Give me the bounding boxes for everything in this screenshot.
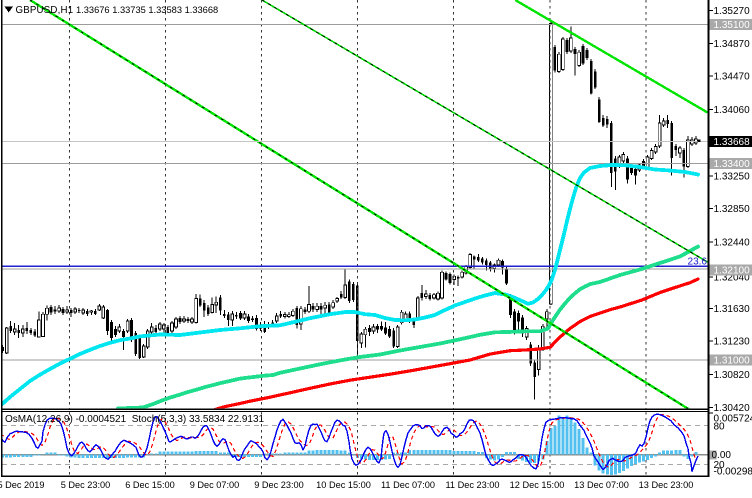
svg-text:1.30420: 1.30420 <box>714 403 751 414</box>
svg-text:1.34870: 1.34870 <box>714 39 751 50</box>
svg-text:11 Dec 07:00: 11 Dec 07:00 <box>381 480 435 490</box>
svg-text:10 Dec 15:00: 10 Dec 15:00 <box>316 480 371 490</box>
svg-text:80: 80 <box>714 422 726 433</box>
svg-text:1.33250: 1.33250 <box>714 171 751 182</box>
svg-text:9 Dec 07:00: 9 Dec 07:00 <box>190 480 240 490</box>
svg-text:20: 20 <box>714 460 726 471</box>
svg-text:1.33400: 1.33400 <box>714 159 751 170</box>
svg-text:13 Dec 23:00: 13 Dec 23:00 <box>639 480 694 490</box>
svg-text:0.0057245: 0.0057245 <box>714 414 752 425</box>
svg-text:OsMA(12,26,9) -0.0004521 Stoc: OsMA(12,26,9) -0.0004521 Stoch(5,3,3) 33… <box>5 414 265 425</box>
svg-text:23.6: 23.6 <box>688 256 708 267</box>
svg-text:13 Dec 07:00: 13 Dec 07:00 <box>574 480 629 490</box>
svg-text:12 Dec 15:00: 12 Dec 15:00 <box>510 480 565 490</box>
svg-text:1.35100: 1.35100 <box>714 20 751 31</box>
svg-text:GBPUSD,H1: GBPUSD,H1 <box>16 5 74 16</box>
svg-text:1.30820: 1.30820 <box>714 370 751 381</box>
svg-text:5 Dec 23:00: 5 Dec 23:00 <box>61 480 111 490</box>
svg-text:11 Dec 23:00: 11 Dec 23:00 <box>446 480 500 490</box>
svg-text:1.31000: 1.31000 <box>714 355 751 366</box>
svg-text:1.32100: 1.32100 <box>714 266 751 277</box>
svg-text:6 Dec 15:00: 6 Dec 15:00 <box>125 480 175 490</box>
svg-text:1.32440: 1.32440 <box>714 238 751 249</box>
svg-text:-0.002982: -0.002982 <box>714 467 752 478</box>
svg-text:1.33676 1.33735 1.33583 1.3366: 1.33676 1.33735 1.33583 1.33668 <box>76 5 218 15</box>
svg-text:5 Dec 2019: 5 Dec 2019 <box>0 480 45 490</box>
svg-text:0.00: 0.00 <box>712 450 732 461</box>
svg-text:1.31630: 1.31630 <box>714 304 751 315</box>
svg-text:1.34060: 1.34060 <box>714 105 751 116</box>
svg-text:1.34470: 1.34470 <box>714 72 751 83</box>
svg-text:1.33668: 1.33668 <box>714 137 751 148</box>
svg-text:1.31230: 1.31230 <box>714 337 751 348</box>
svg-text:1.32850: 1.32850 <box>714 204 751 215</box>
svg-text:1.35270: 1.35270 <box>714 6 751 17</box>
svg-text:1.32040: 1.32040 <box>714 273 751 284</box>
svg-text:9 Dec 23:00: 9 Dec 23:00 <box>254 480 304 490</box>
